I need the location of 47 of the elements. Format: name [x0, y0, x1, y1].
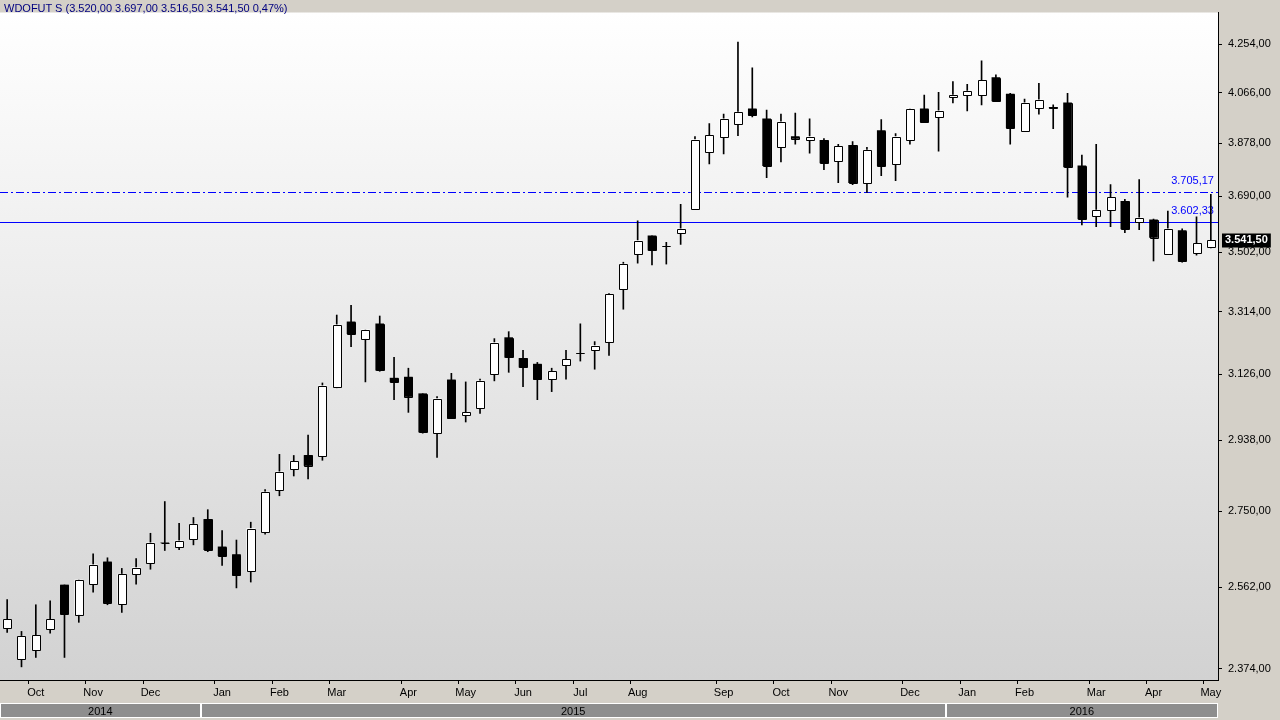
candlestick	[1134, 179, 1144, 231]
x-tick-label: Aug	[627, 685, 648, 698]
candlestick	[1048, 104, 1058, 129]
text: 2014	[0, 703, 201, 718]
y-tick-label: 2.562,00	[1228, 580, 1271, 593]
x-tick-label: May	[455, 685, 477, 698]
candlestick	[948, 81, 958, 104]
x-tick-label: Sep	[713, 685, 734, 698]
x-tick-label: Dec	[140, 685, 161, 698]
text: 2016	[945, 703, 1218, 718]
x-tick-label: Nov	[828, 685, 849, 698]
y-tick-label: 4.254,00	[1228, 37, 1271, 50]
candlestick	[389, 357, 399, 400]
x-tick-label: Apr	[1144, 685, 1163, 698]
text: 3.541,50	[1225, 233, 1268, 246]
candlestick	[1091, 143, 1101, 228]
y-tick-label: 3.502,00	[1228, 245, 1271, 258]
y-tick-label: 3.878,00	[1228, 136, 1271, 149]
text: 2015	[200, 703, 946, 718]
y-tick-label: 3.126,00	[1228, 367, 1271, 380]
y-tick-label: 4.066,00	[1228, 85, 1271, 98]
x-tick-label: Feb	[1015, 685, 1035, 698]
candlestick	[747, 67, 757, 118]
x-tick-label: Oct	[27, 685, 45, 698]
y-tick-label: 3.314,00	[1228, 304, 1271, 317]
x-tick-label: Jan	[958, 685, 977, 698]
x-tick-label: Dec	[900, 685, 921, 698]
x-tick-label: May	[1200, 685, 1222, 698]
y-tick-label: 2.938,00	[1228, 433, 1271, 446]
x-tick-label: Nov	[83, 685, 104, 698]
y-tick-label: 3.690,00	[1228, 189, 1271, 202]
x-tick-label: Jun	[514, 685, 532, 698]
candlestick	[962, 84, 972, 112]
candlestick	[733, 41, 743, 137]
x-tick-label: Mar	[327, 685, 347, 698]
chart-title: WDOFUT S (3.520,00 3.697,00 3.516,50 3.541,50 0,47%)	[4, 2, 288, 14]
x-tick-label: Jul	[573, 685, 588, 698]
x-tick-label: Mar	[1086, 685, 1106, 698]
candlestick	[561, 349, 571, 380]
ref-line-label: 3.705,17	[1171, 174, 1214, 187]
x-tick-label: Jan	[213, 685, 231, 698]
x-tick-label: Oct	[772, 685, 790, 698]
x-tick-label: Apr	[399, 685, 418, 698]
x-tick-label: Feb	[269, 685, 289, 698]
y-tick-label: 2.374,00	[1228, 661, 1271, 674]
candlestick	[461, 381, 471, 423]
y-tick-label: 2.750,00	[1228, 504, 1271, 517]
